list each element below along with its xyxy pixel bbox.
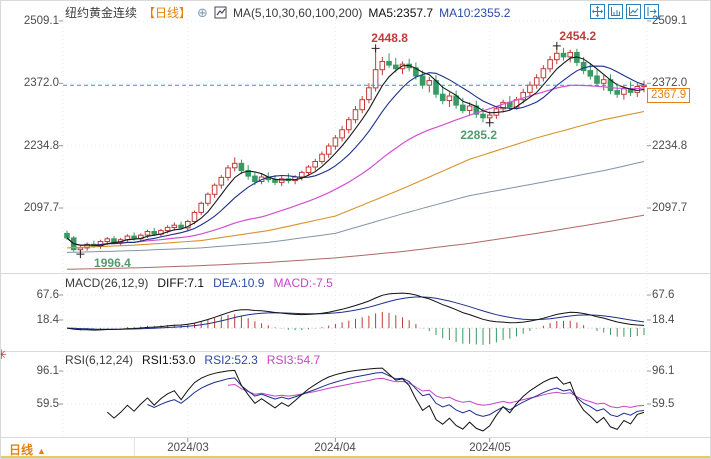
low-price-annotation: 2285.2 bbox=[460, 127, 498, 142]
macd-header: MACD(26,12,9) DIFF:7.1 DEA:10.9 MACD:-7.… bbox=[65, 276, 333, 290]
last-price-badge: 2367.9 bbox=[647, 88, 691, 103]
time-axis-bar: 日线 ▲ bbox=[1, 438, 710, 458]
macd-dea-label: DEA:10.9 bbox=[213, 276, 265, 290]
y-axis-tick: 2509.1 bbox=[23, 15, 59, 27]
candlestick-series bbox=[64, 45, 647, 255]
rsi-tick: 59.5 bbox=[652, 398, 675, 410]
x-axis-label: 2024/04 bbox=[314, 442, 356, 454]
rsi-params-label[interactable]: RSI(6,12,24) bbox=[65, 353, 134, 367]
y-axis-tick: 2372.0 bbox=[23, 77, 59, 89]
panel-divider bbox=[1, 351, 710, 352]
extreme-markers bbox=[76, 41, 561, 259]
x-axis-label: 2024/05 bbox=[469, 442, 511, 454]
bottom-accent-strip bbox=[1, 456, 710, 458]
y-axis-tick: 2372.0 bbox=[652, 77, 688, 89]
ma-lines bbox=[66, 56, 645, 270]
y-axis-tick: 2509.1 bbox=[652, 15, 688, 27]
indicator-chart-icon[interactable] bbox=[214, 6, 227, 19]
rsi-panel bbox=[106, 367, 645, 432]
indicator-settings-gear-icon[interactable]: ✳ bbox=[1, 347, 7, 363]
add-compare-icon[interactable]: ⊕ bbox=[197, 4, 208, 20]
ma5-value-label: MA5:2357.7 bbox=[368, 5, 434, 20]
bottom-bar-divider bbox=[134, 438, 135, 458]
macd-tick: 67.6 bbox=[652, 289, 675, 301]
period-tag[interactable]: 【日线】 bbox=[143, 6, 192, 20]
macd-panel bbox=[66, 292, 645, 345]
pan-tool-icon[interactable] bbox=[590, 4, 605, 19]
macd-tick: 67.6 bbox=[36, 289, 59, 301]
macd-params-label[interactable]: MACD(26,12,9) bbox=[65, 276, 149, 290]
high-price-annotation: 2448.8 bbox=[371, 31, 408, 46]
x-axis-label: 2024/03 bbox=[167, 442, 209, 454]
panel-divider bbox=[1, 437, 710, 438]
ma10-value-label: MA10:2355.2 bbox=[439, 5, 511, 20]
add-pane-icon[interactable] bbox=[608, 4, 623, 19]
period-selector[interactable]: 日线 ▲ bbox=[9, 443, 46, 457]
y-axis-tick: 2234.8 bbox=[652, 140, 688, 152]
y-axis-tick: 2097.7 bbox=[652, 202, 688, 214]
rsi1-value-label: RSI1:53.0 bbox=[142, 353, 196, 367]
macd-diff-label: DIFF:7.1 bbox=[157, 276, 205, 290]
macd-tick: 18.4 bbox=[36, 314, 59, 326]
instrument-title: 纽约黄金连续 bbox=[65, 6, 138, 20]
expand-pane-icon[interactable] bbox=[644, 4, 659, 19]
macd-tick: 18.4 bbox=[652, 314, 675, 326]
rsi2-value-label: RSI2:52.3 bbox=[204, 353, 258, 367]
chart-header: 纽约黄金连续 【日线】 ⊕ MA(5,10,30,60,100,200) MA5… bbox=[65, 4, 510, 21]
high-price-annotation: 2454.2 bbox=[559, 28, 597, 43]
rsi-tick: 59.5 bbox=[36, 398, 59, 410]
macd-value-label: MACD:-7.5 bbox=[273, 276, 333, 290]
y-axis-tick: 2234.8 bbox=[23, 140, 59, 152]
y-axis-tick: 2097.7 bbox=[23, 202, 59, 214]
ma-settings-label: MA(5,10,30,60,100,200) bbox=[232, 5, 363, 20]
rsi-tick: 96.1 bbox=[652, 365, 675, 377]
rsi3-value-label: RSI3:54.7 bbox=[266, 353, 321, 367]
panel-divider bbox=[1, 273, 710, 274]
rsi-header: RSI(6,12,24) RSI1:53.0 RSI2:52.3 RSI3:54… bbox=[65, 353, 320, 367]
rsi-tick: 96.1 bbox=[36, 365, 59, 377]
caret-up-icon: ▲ bbox=[37, 446, 46, 456]
indicator-pane-icon[interactable] bbox=[626, 4, 641, 19]
low-price-annotation: 1996.4 bbox=[94, 256, 131, 271]
chart-toolbar bbox=[590, 4, 659, 19]
